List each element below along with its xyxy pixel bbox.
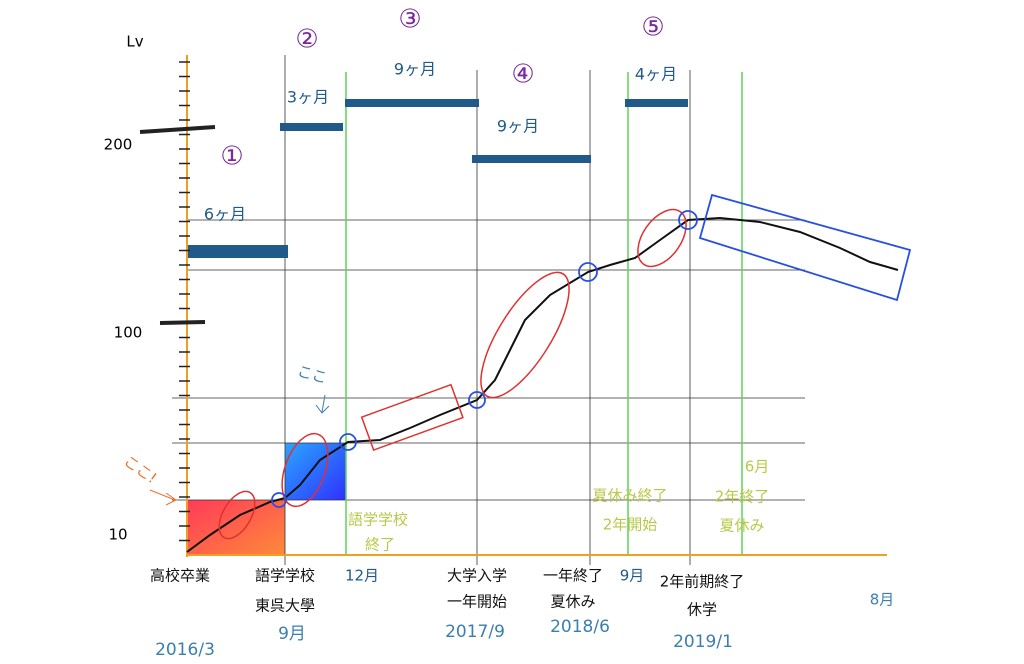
phase-duration: 4ヶ月: [635, 65, 677, 84]
green-note: 語学学校: [348, 511, 408, 529]
y-label: 100: [114, 324, 143, 342]
green-note: 夏休み: [719, 517, 764, 535]
phase-number: ③: [398, 5, 421, 35]
phase-duration: 6ヶ月: [204, 205, 246, 224]
date: 2019/1: [673, 632, 733, 652]
level-200-mark: [139, 125, 216, 134]
shape-rect: [360, 383, 464, 452]
phase-number: ②: [295, 25, 318, 55]
x-label: 大学入学: [447, 567, 507, 585]
shape-circle: [678, 210, 698, 230]
x-label: 2年前期終了: [660, 573, 745, 591]
date: 2018/6: [550, 617, 610, 637]
arrow-orange: [149, 489, 177, 506]
shape-ellipse: [480, 271, 570, 399]
y-axis-ticks: [179, 61, 190, 542]
annotation: ここ!: [120, 452, 160, 487]
phase-number: ⑤: [641, 13, 664, 43]
phase-duration: 9ヶ月: [497, 117, 539, 136]
shape-circle: [339, 433, 357, 451]
y-label: 10: [108, 526, 127, 544]
green-note: 2年終了: [715, 488, 770, 506]
shape-rect: [187, 245, 288, 258]
shape-ellipse: [281, 432, 329, 508]
phase-duration: 3ヶ月: [287, 88, 329, 107]
date: 2017/9: [445, 622, 505, 642]
phase-number: ①: [220, 142, 243, 172]
x-label: 高校卒業: [150, 567, 210, 585]
growth-curve: [186, 216, 899, 553]
shape-circle: [271, 492, 287, 508]
green-note: 終了: [365, 536, 395, 554]
x-label: 8月: [870, 591, 895, 609]
x-label: 一年終了: [543, 567, 603, 585]
annotation: ここ: [295, 362, 329, 387]
green-note: 2年開始: [603, 516, 658, 534]
arrow-blue: [315, 394, 330, 414]
shape-rect: [472, 155, 591, 163]
phase-1-area: [187, 500, 285, 555]
date: 2016/3: [155, 640, 215, 660]
shape-ellipse: [218, 490, 256, 540]
highlights: [218, 208, 687, 540]
phase-bars: [187, 99, 688, 258]
y-axis-title: Lv: [126, 33, 143, 51]
x-label: 12月: [345, 567, 379, 585]
shape-circle: [578, 262, 598, 282]
x-label: 一年開始: [447, 593, 507, 611]
shape-ellipse: [637, 208, 687, 268]
green-note: 夏休み終了: [592, 487, 667, 505]
date: 9月: [278, 624, 306, 644]
level-100-mark: [159, 320, 206, 325]
grid-lines: [172, 55, 805, 565]
shape-circle: [468, 391, 486, 409]
phase-duration: 9ヶ月: [394, 60, 436, 79]
shape-rect: [625, 99, 688, 107]
y-label: 200: [104, 136, 133, 154]
x-label: 休学: [687, 601, 717, 619]
green-note: 6月: [745, 458, 770, 476]
milestones: [271, 193, 912, 508]
shape-polygon: [698, 193, 912, 302]
x-label: 9月: [620, 567, 645, 585]
x-label: 夏休み: [550, 593, 595, 611]
shape-rect: [345, 99, 479, 107]
x-label: 東呉大學: [255, 597, 315, 615]
phase-2-area: [285, 443, 346, 500]
x-label: 語学学校: [255, 567, 315, 585]
phase-number: ④: [511, 60, 534, 90]
shape-rect: [280, 123, 343, 131]
